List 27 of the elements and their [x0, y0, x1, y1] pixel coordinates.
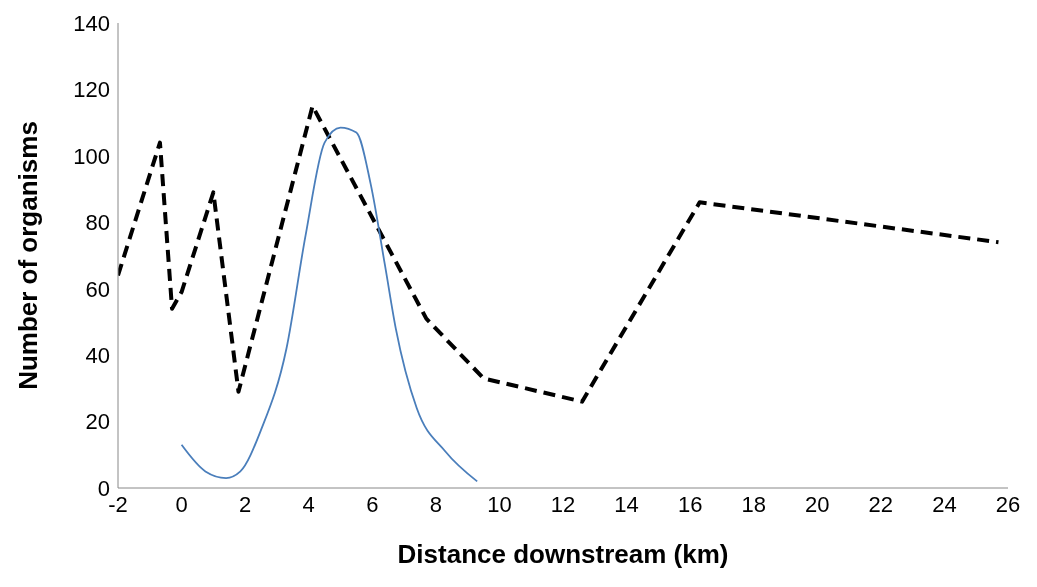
- x-tick-label: 22: [868, 491, 894, 517]
- x-tick-label: 20: [805, 491, 830, 517]
- y-tick-label: 120: [73, 77, 110, 103]
- y-tick-label: 20: [85, 409, 110, 435]
- x-tick-label: 24: [932, 491, 957, 517]
- line-series: [118, 104, 1001, 404]
- x-tick-label: 16: [677, 491, 703, 517]
- y-axis-title: Number of organisms: [13, 121, 44, 390]
- y-tick-label: 100: [73, 143, 110, 169]
- x-tick-label: 4: [302, 491, 315, 517]
- x-tick-label: 10: [487, 491, 512, 517]
- x-tick-label: -2: [108, 491, 128, 517]
- y-tick-label: 80: [85, 210, 110, 236]
- x-tick-label: 26: [995, 491, 1021, 517]
- x-tick-label: 0: [175, 491, 188, 517]
- line-series: [180, 126, 479, 483]
- x-tick-label: 18: [741, 491, 766, 517]
- x-tick-label: 14: [614, 491, 639, 517]
- y-tick-label: 40: [85, 342, 110, 368]
- x-tick-label: 8: [429, 491, 442, 517]
- x-tick-label: 12: [550, 491, 576, 517]
- y-tick-label: 60: [85, 276, 110, 302]
- y-tick-label: 140: [73, 10, 110, 36]
- x-tick-label: 2: [239, 491, 252, 517]
- x-axis-title: Distance downstream (km): [397, 539, 729, 569]
- y-tick-label: 0: [97, 475, 110, 501]
- x-tick-label: 6: [366, 491, 379, 517]
